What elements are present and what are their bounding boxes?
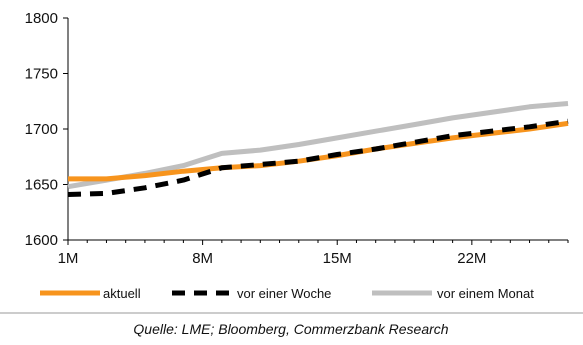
y-tick-label: 1600 [25, 232, 58, 249]
y-tick-label: 1750 [25, 66, 58, 83]
x-tick-label: 22M [457, 250, 486, 267]
series-line-3 [67, 101, 569, 190]
x-tick-label: 8M [192, 250, 213, 267]
x-tick-label: 1M [58, 250, 79, 267]
x-tick-label: 15M [323, 250, 352, 267]
y-tick-label: 1700 [25, 121, 58, 138]
source-note: Quelle: LME; Bloomberg, Commerzbank Rese… [133, 321, 448, 337]
x-axis-ticks: 1M 8M 15M 22M [58, 240, 569, 267]
y-tick-label: 1650 [25, 177, 58, 194]
y-axis-ticks: 1600 1650 1700 1750 1800 [25, 10, 68, 249]
chart-axes [67, 18, 568, 241]
series-lines [67, 101, 569, 197]
legend: aktuell vor einer Woche vor einem Monat [40, 286, 534, 301]
series-line-2 [67, 118, 569, 197]
y-tick-label: 1800 [25, 10, 58, 27]
legend-label-1: aktuell [103, 286, 141, 301]
legend-label-3: vor einem Monat [437, 286, 534, 301]
legend-label-2: vor einer Woche [237, 286, 331, 301]
